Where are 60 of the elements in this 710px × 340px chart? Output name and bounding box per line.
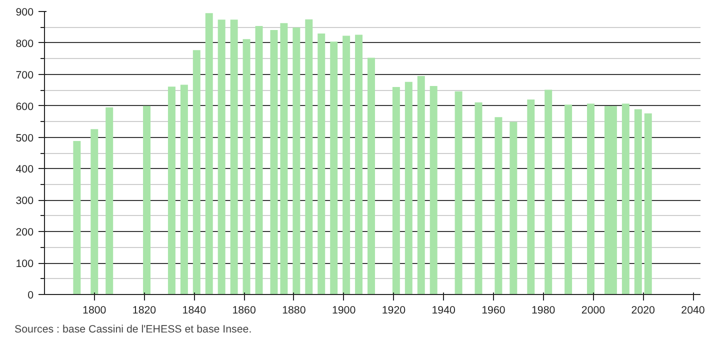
bar: [564, 104, 572, 294]
bar: [242, 39, 250, 294]
bar: [474, 102, 482, 294]
bar: [622, 104, 630, 294]
x-tick-label: 1940: [432, 304, 456, 316]
bar: [644, 113, 652, 294]
bar: [404, 82, 412, 294]
bar: [218, 20, 226, 294]
bar: [392, 86, 400, 294]
bar: [355, 34, 363, 294]
bar: [192, 50, 200, 294]
bar: [205, 13, 213, 294]
y-tick-label: 800: [16, 38, 34, 50]
x-tick-label: 1880: [282, 304, 306, 316]
x-tick-label: 1960: [482, 304, 506, 316]
y-tick-label: 100: [16, 258, 34, 270]
y-tick-label: 500: [16, 132, 34, 144]
x-tick-label: 1860: [232, 304, 256, 316]
bar: [255, 26, 263, 294]
bar: [634, 109, 642, 294]
x-tick-label: 2020: [631, 304, 656, 316]
bar: [318, 34, 326, 294]
y-tick-label: 200: [16, 226, 34, 239]
bar: [270, 30, 278, 294]
x-tick-label: 2000: [581, 304, 606, 316]
x-tick-label: 1900: [332, 304, 356, 316]
bar: [143, 106, 151, 294]
y-tick-label: 300: [16, 195, 34, 208]
bar: [330, 42, 338, 294]
bar: [305, 19, 313, 294]
bar: [510, 122, 518, 294]
bar: [368, 58, 375, 294]
bar: [454, 91, 462, 294]
bar: [417, 76, 425, 294]
bar: [494, 117, 502, 294]
bar: [230, 20, 238, 294]
y-tick-label: 900: [16, 6, 34, 18]
y-tick-label: 700: [16, 69, 34, 82]
x-tick-label: 1800: [82, 304, 106, 316]
bar: [90, 129, 98, 294]
y-tick-label: 400: [16, 164, 34, 176]
bar: [544, 90, 552, 294]
bar: [280, 23, 288, 294]
bar: [168, 86, 176, 294]
x-tick-label: 1820: [132, 304, 156, 316]
y-tick-label: 600: [16, 100, 34, 113]
x-tick-label: 1840: [182, 304, 206, 316]
bar: [430, 86, 438, 294]
x-tick-label: 1980: [532, 304, 556, 316]
source-note: Sources : base Cassini de l'EHESS et base Insee.: [14, 324, 252, 336]
bar: [527, 100, 535, 294]
x-tick-label: 2040: [681, 304, 705, 316]
bar: [342, 36, 350, 294]
bar: [180, 84, 188, 294]
bar: [292, 28, 300, 294]
x-tick-label: 1920: [382, 304, 406, 316]
bar: [587, 104, 594, 294]
bar: [106, 107, 114, 294]
y-tick-label: 0: [28, 290, 34, 302]
bar: [73, 141, 81, 294]
